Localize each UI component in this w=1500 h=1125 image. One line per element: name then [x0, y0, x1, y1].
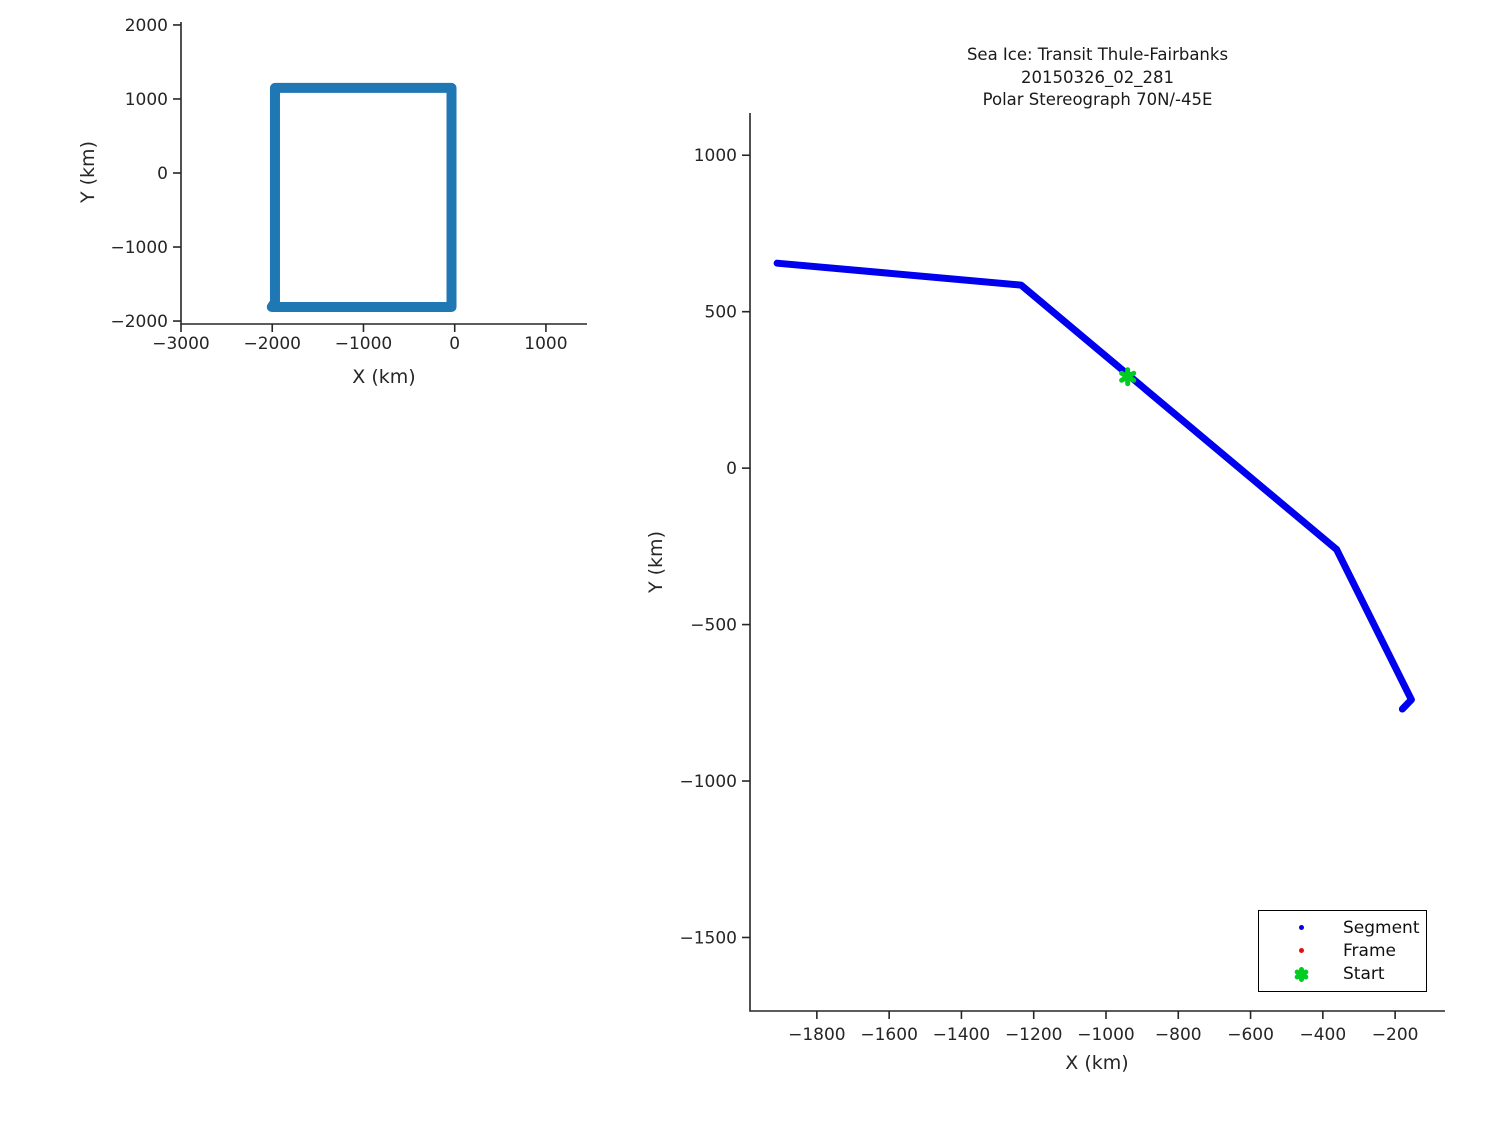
x-tick-label: 1000 [524, 334, 567, 354]
frame-dot-icon [1298, 948, 1304, 954]
segment-path [773, 259, 1415, 713]
y-tick-label: 1000 [125, 90, 168, 110]
legend-marker-cell [1259, 966, 1343, 982]
legend-label-frame: Frame [1343, 940, 1396, 961]
x-tick-label: −1200 [1005, 1025, 1063, 1045]
x-tick-label: −1000 [1077, 1025, 1135, 1045]
x-tick-label: −1800 [788, 1025, 846, 1045]
axis-spines [749, 113, 1445, 1012]
y-tick-label: 1000 [694, 146, 737, 166]
legend-label-segment: Segment [1343, 917, 1420, 938]
x-tick-label: −800 [1155, 1025, 1202, 1045]
start-marker [1119, 367, 1137, 387]
y-tick-label: 2000 [125, 16, 168, 36]
x-tick-label: −1600 [860, 1025, 918, 1045]
x-tick-label: −2000 [243, 334, 301, 354]
y-tick-label: 0 [157, 164, 168, 184]
legend-row-start: Start [1259, 963, 1426, 986]
title-line-1: Sea Ice: Transit Thule-Fairbanks [966, 45, 1229, 64]
axis-spines [180, 22, 587, 325]
y-tick-label: 500 [705, 303, 737, 323]
x-tick-label: −400 [1299, 1025, 1346, 1045]
x-tick-label: −3000 [152, 334, 210, 354]
transit-plot: −1800 −1600 −1400 −1200 −1000 −800 −600 −400 −20… [679, 113, 1445, 1045]
x-tick-label: −600 [1227, 1025, 1274, 1045]
transit-title: Sea Ice: Transit Thule-Fairbanks 2015032… [750, 44, 1445, 112]
segment-dot-icon [1298, 925, 1304, 931]
legend-marker-cell [1259, 925, 1343, 931]
x-tick-label: 0 [449, 334, 460, 354]
title-line-3: Polar Stereograph 70N/-45E [982, 90, 1213, 109]
x-tick-label: −1400 [933, 1025, 991, 1045]
y-tick-label: −1000 [110, 238, 168, 258]
x-tick-label: −200 [1372, 1025, 1419, 1045]
legend: Segment Frame Start [1258, 910, 1427, 992]
overview-xaxis-label: X (km) [352, 366, 416, 388]
legend-label-start: Start [1343, 964, 1385, 985]
legend-row-segment: Segment [1259, 916, 1426, 939]
title-line-2: 20150326_02_281 [1021, 67, 1174, 87]
start-asterisk-icon [1293, 966, 1309, 982]
legend-marker-cell [1259, 948, 1343, 954]
overview-yaxis-label: Y (km) [77, 141, 99, 203]
x-tick-label: −1000 [335, 334, 393, 354]
y-tick-label: 0 [726, 459, 737, 479]
y-tick-label: −1000 [679, 772, 737, 792]
transit-xaxis-label: X (km) [1065, 1052, 1129, 1074]
legend-row-frame: Frame [1259, 939, 1426, 962]
y-tick-label: −2000 [110, 312, 168, 332]
transit-yaxis-label: Y (km) [645, 531, 667, 593]
y-tick-label: −1500 [679, 928, 737, 948]
y-tick-label: −500 [690, 616, 737, 636]
footprint-box [266, 82, 457, 312]
